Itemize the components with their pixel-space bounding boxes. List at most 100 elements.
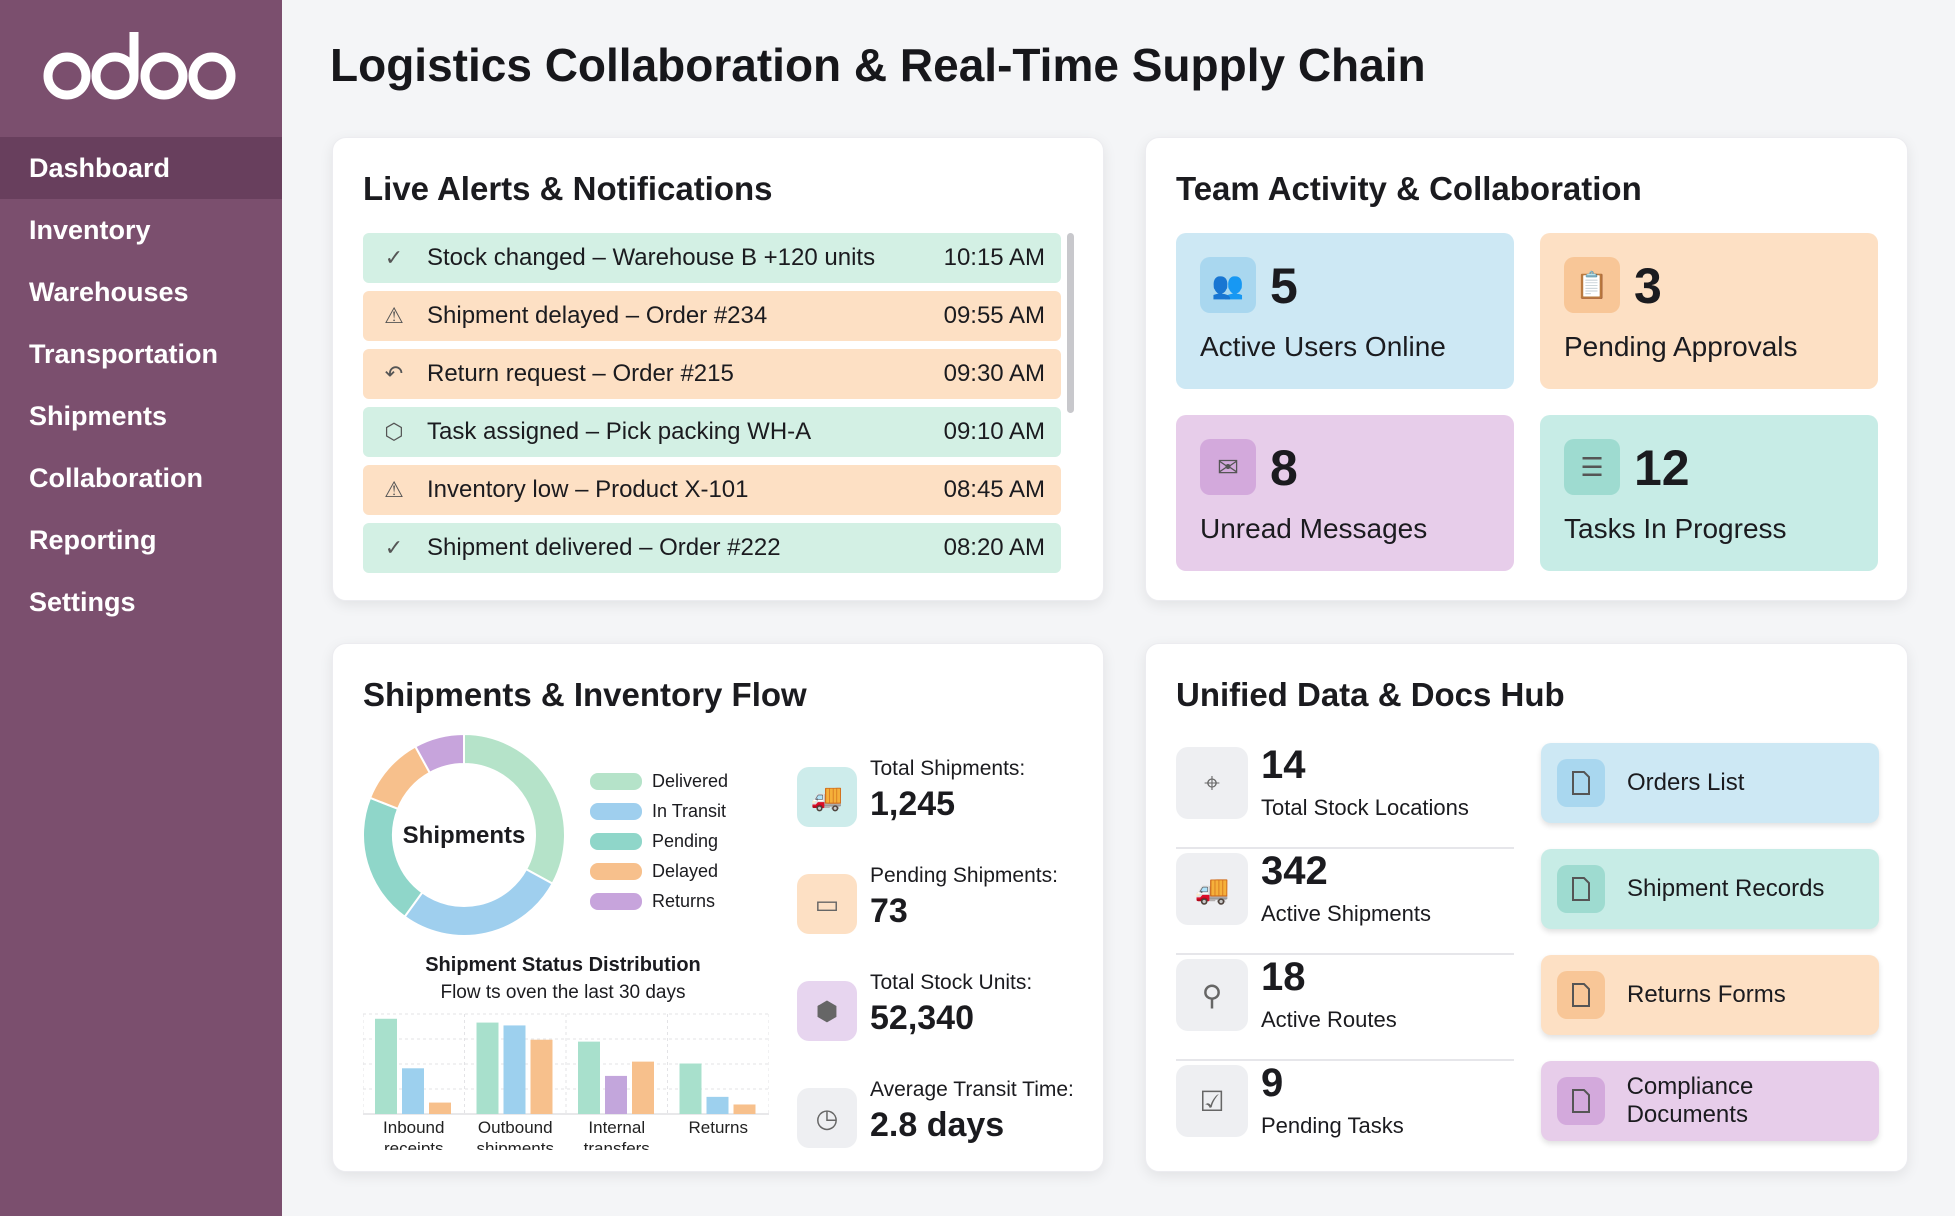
list-icon: ☰ — [1564, 439, 1620, 495]
legend-swatch — [590, 773, 642, 790]
return-icon: ↶ — [384, 361, 404, 386]
sidebar-item-transportation[interactable]: Transportation — [29, 339, 219, 369]
tile-value: 8 — [1270, 440, 1298, 496]
returns-forms-button[interactable]: Returns Forms — [1541, 955, 1879, 1035]
document-icon — [1557, 759, 1605, 807]
alert-row[interactable]: ✓ Stock changed – Warehouse B +120 units 1… — [363, 233, 1061, 283]
live-alerts-card: Live Alerts & Notifications ✓ Stock chang… — [332, 137, 1104, 601]
sidebar-item-shipments[interactable]: Shipments — [29, 401, 168, 431]
sidebar-item-dashboard[interactable]: Dashboard — [0, 137, 282, 199]
page-title: Logistics Collaboration & Real-Time Supp… — [330, 39, 1426, 91]
doc-label: Compliance Documents — [1626, 1073, 1754, 1128]
sidebar-item-reporting[interactable]: Reporting — [29, 525, 157, 555]
scrollbar[interactable] — [1067, 233, 1074, 413]
donut-chart — [362, 732, 566, 937]
legend-label: Pending — [652, 831, 719, 851]
legend-item: Returns — [590, 891, 715, 912]
clipboard-check-icon: ☑ — [1176, 1065, 1248, 1137]
kpi-label: Total Stock Units: — [870, 971, 1033, 994]
alert-row[interactable]: ⬡ Task assigned – Pick packing WH-A 09:10 … — [363, 407, 1061, 457]
orders-list-button[interactable]: Orders List — [1541, 743, 1879, 823]
legend-label: Delayed — [652, 861, 719, 881]
card-title: Team Activity & Collaboration — [1176, 170, 1642, 207]
card-title: Shipments & Inventory Flow — [363, 676, 807, 713]
shipments-flow-card: Shipments & Inventory Flow Shipments Del… — [332, 643, 1104, 1172]
card-title: Live Alerts & Notifications — [363, 170, 773, 207]
document-icon — [1557, 971, 1605, 1019]
kpi-label: Total Shipments: — [870, 757, 1026, 780]
kpi-value: 73 — [870, 892, 908, 930]
shipment-records-button[interactable]: Shipment Records — [1541, 849, 1879, 929]
legend-label: In Transit — [652, 801, 727, 821]
alert-row[interactable]: ↶ Return request – Order #215 09:30 AM — [363, 349, 1061, 399]
legend-label: Delivered — [652, 771, 729, 791]
legend-label: Returns — [652, 891, 716, 911]
kpi-label: Pending Shipments: — [870, 864, 1058, 887]
doc-label: Returns Forms — [1627, 981, 1786, 1008]
document-icon — [1557, 865, 1605, 913]
cube-icon: ⬢ — [797, 981, 857, 1041]
mail-icon: ✉ — [1200, 439, 1256, 495]
donut-center-label: Shipments — [402, 822, 526, 849]
stat-tile-tasks-in-progress[interactable]: ☰ 12 Tasks In Progress — [1540, 415, 1878, 571]
x-tick-label: Returns — [688, 1118, 748, 1137]
sidebar-item-settings[interactable]: Settings — [29, 587, 136, 617]
donut-slice-returns — [413, 732, 465, 775]
kpi-value: 52,340 — [870, 999, 974, 1037]
docs-hub-card: Unified Data & Docs Hub ⌖ 14 Total Stock L… — [1145, 643, 1908, 1172]
bar-chart-title: Shipment Status Distribution — [425, 954, 701, 976]
sidebar-item-collaboration[interactable]: Collaboration — [29, 463, 203, 493]
bar — [605, 1075, 627, 1114]
alert-text: Task assigned – Pick packing WH-A — [427, 418, 812, 445]
alert-row[interactable]: ⚠ Shipment delayed – Order #234 09:55 AM — [363, 291, 1061, 341]
hub-stat: 🚚 342 Active Shipments — [1176, 849, 1514, 955]
bar — [476, 1022, 499, 1114]
alert-row[interactable]: ⚠ Inventory low – Product X-101 08:45 AM — [363, 465, 1061, 515]
users-icon: 👥 — [1200, 257, 1256, 313]
hub-stat: ☑ 9 Pending Tasks — [1176, 1061, 1514, 1167]
alert-time: 10:15 AM — [943, 244, 1045, 271]
alert-row[interactable]: ✓ Shipment delivered – Order #222 08:20 AM — [363, 523, 1061, 573]
tile-label: Unread Messages — [1200, 513, 1428, 544]
compliance-documents-button[interactable]: Compliance Documents — [1541, 1061, 1879, 1141]
alert-time: 09:10 AM — [943, 418, 1045, 445]
kpi-label: Average Transit Time: — [870, 1078, 1074, 1101]
alert-text: Shipment delayed – Order #234 — [427, 302, 768, 329]
alert-text: Shipment delivered – Order #222 — [427, 534, 781, 561]
sidebar-item-inventory[interactable]: Inventory — [29, 215, 151, 245]
odoo-logo[interactable] — [40, 24, 240, 104]
legend-swatch — [590, 833, 642, 850]
location-pin-icon: ⌖ — [1176, 747, 1248, 819]
stat-value: 18 — [1261, 955, 1306, 999]
stat-label: Pending Tasks — [1261, 1113, 1404, 1138]
warning-icon: ⚠ — [384, 303, 404, 328]
tile-label: Tasks In Progress — [1564, 513, 1787, 544]
bar — [679, 1063, 702, 1114]
bar — [632, 1061, 654, 1114]
x-tick-label: receipts — [384, 1139, 444, 1150]
legend-swatch — [590, 893, 642, 910]
team-activity-card: Team Activity & Collaboration 👥 5 Active U… — [1145, 137, 1908, 601]
bar — [429, 1102, 451, 1114]
legend-item: Pending — [590, 831, 718, 852]
legend-item: Delivered — [590, 771, 728, 792]
package-icon: ▭ — [797, 874, 857, 934]
bar — [733, 1104, 756, 1114]
sidebar-item-warehouses[interactable]: Warehouses — [29, 277, 189, 307]
donut-slice-in-transit — [403, 867, 554, 937]
check-icon: ✓ — [384, 245, 404, 270]
alert-time: 09:30 AM — [943, 360, 1045, 387]
stat-tile-active-users-online[interactable]: 👥 5 Active Users Online — [1176, 233, 1514, 389]
stat-value: 342 — [1261, 849, 1328, 893]
donut-slice-pending — [362, 796, 424, 919]
x-tick-label: Internal — [588, 1118, 645, 1137]
stat-tile-pending-approvals[interactable]: 📋 3 Pending Approvals — [1540, 233, 1878, 389]
tile-label: Active Users Online — [1200, 331, 1446, 362]
box-icon: ⬡ — [384, 419, 404, 444]
legend-swatch — [590, 803, 642, 820]
stat-tile-unread-messages[interactable]: ✉ 8 Unread Messages — [1176, 415, 1514, 571]
tile-value: 12 — [1634, 440, 1690, 496]
clipboard-icon: 📋 — [1564, 257, 1620, 313]
bar — [402, 1068, 424, 1114]
sidebar: Dashboard Inventory Warehouses Transportati… — [0, 0, 282, 1216]
